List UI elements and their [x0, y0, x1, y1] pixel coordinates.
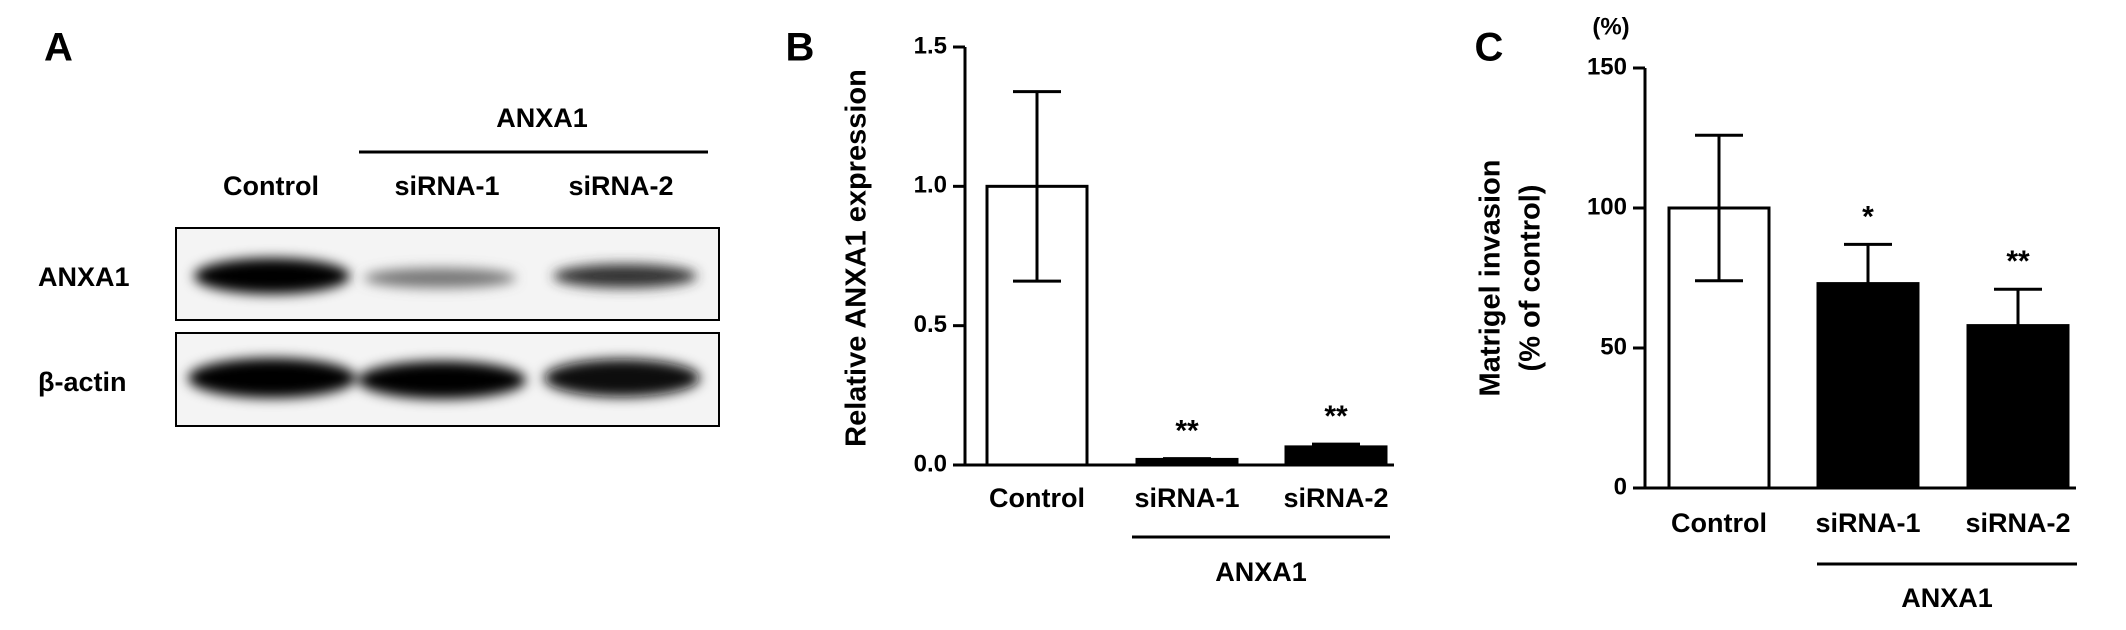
group-label: ANXA1	[1901, 583, 1993, 613]
panel-label: A	[44, 26, 73, 70]
band	[188, 358, 356, 398]
x-tick-label: siRNA-2	[1283, 483, 1388, 513]
band	[544, 359, 700, 397]
group-label: ANXA1	[1215, 557, 1307, 587]
error-bar	[1163, 457, 1211, 462]
y-tick-label: 1.0	[914, 172, 947, 199]
error-bar	[1312, 442, 1360, 452]
y-tick-label: 100	[1587, 193, 1627, 220]
error-bar	[1013, 90, 1061, 283]
y-tick-label: 0	[1614, 473, 1627, 500]
group-label: ANXA1	[496, 103, 588, 133]
significance: **	[2006, 245, 2030, 278]
y-axis-label: Matrigel invasion	[1475, 160, 1507, 397]
panel-label: B	[786, 26, 815, 70]
error-bar	[1994, 287, 2042, 364]
x-tick-label: Control	[1671, 508, 1767, 538]
lane-label: siRNA-1	[394, 171, 499, 201]
row-label: β-actin	[38, 367, 127, 397]
row-label: ANXA1	[38, 262, 130, 292]
y-tick-label: 150	[1587, 53, 1627, 80]
y-tick-label: 1.5	[914, 32, 947, 59]
band	[364, 268, 516, 288]
x-tick-label: Control	[989, 483, 1085, 513]
bands	[188, 258, 700, 399]
y-tick-label: 0.5	[914, 311, 947, 338]
y-axis-label: (% of control)	[1515, 185, 1547, 372]
significance: **	[1324, 400, 1348, 433]
error-bar	[1695, 133, 1743, 283]
lane-label: Control	[223, 171, 319, 201]
lane-label: siRNA-2	[568, 171, 673, 201]
x-tick-label: siRNA-1	[1134, 483, 1239, 513]
y-tick-label: 50	[1600, 333, 1627, 360]
band	[194, 258, 350, 294]
y-axis-label: Relative ANXA1 expression	[841, 69, 873, 447]
x-tick-label: siRNA-2	[1965, 508, 2070, 538]
error-bar	[1844, 242, 1892, 325]
y-unit: (%)	[1592, 13, 1629, 40]
y-tick-label: 0.0	[914, 450, 947, 477]
panel-a: A ANXA1 Control siRNA-1 siRNA-2 ANXA1 β-…	[38, 26, 720, 427]
band	[358, 361, 526, 399]
panel-label: C	[1475, 26, 1504, 70]
significance: *	[1862, 200, 1874, 233]
band	[553, 264, 697, 288]
x-tick-label: siRNA-1	[1815, 508, 1920, 538]
significance: **	[1175, 415, 1199, 448]
